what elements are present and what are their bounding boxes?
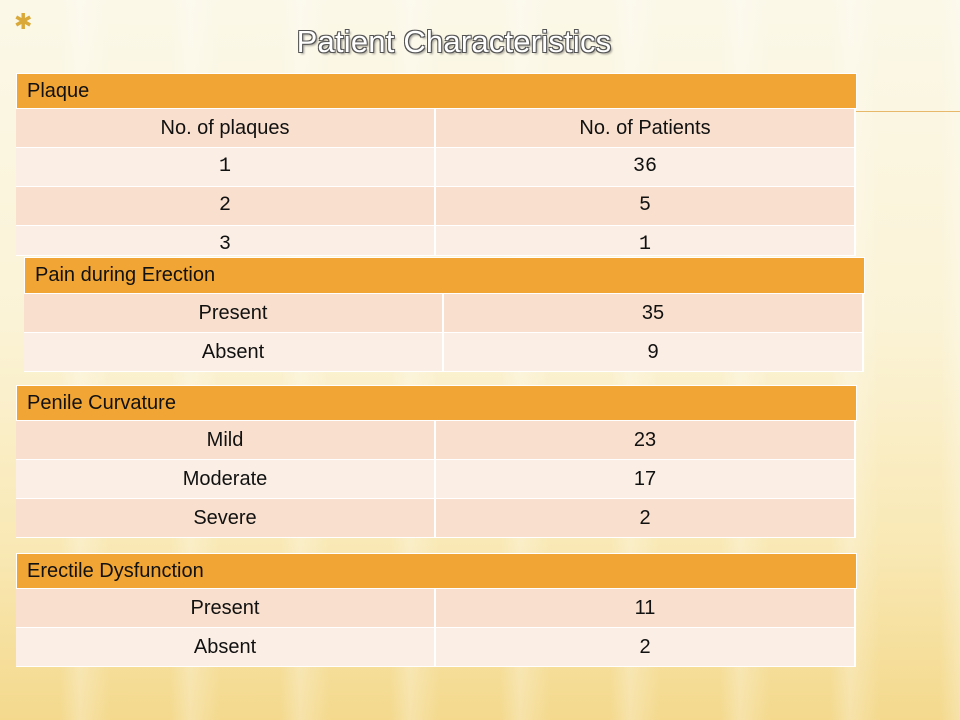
table-row: No. of plaques No. of Patients: [16, 109, 857, 148]
table-cell: 36: [436, 148, 856, 187]
table-row: 3 1: [16, 226, 857, 256]
table-cell: 2: [436, 499, 856, 538]
table-cell: Moderate: [16, 460, 436, 499]
curvature-header: Penile Curvature: [16, 385, 857, 421]
pain-header: Pain during Erection: [24, 257, 865, 294]
decorative-line: [855, 111, 960, 112]
table-cell: 1: [436, 226, 856, 256]
table-cell: 3: [16, 226, 436, 256]
col-header-patients: No. of Patients: [436, 109, 856, 148]
table-row: Moderate 17: [16, 460, 857, 499]
pain-table: Pain during Erection Present 35 Absent 9: [24, 257, 865, 372]
table-row: Present 35: [24, 294, 865, 333]
table-row: Present 11: [16, 589, 857, 628]
table-cell: 5: [436, 187, 856, 226]
ed-header: Erectile Dysfunction: [16, 553, 857, 589]
table-cell: Severe: [16, 499, 436, 538]
table-row: Absent 9: [24, 333, 865, 372]
table-cell: Mild: [16, 421, 436, 460]
plaque-table: Plaque No. of plaques No. of Patients 1 …: [16, 73, 857, 256]
table-cell: 9: [444, 333, 864, 372]
table-cell: Absent: [16, 628, 436, 667]
curvature-table: Penile Curvature Mild 23 Moderate 17 Sev…: [16, 385, 857, 538]
table-cell: Present: [16, 589, 436, 628]
table-cell: 1: [16, 148, 436, 187]
table-cell: 17: [436, 460, 856, 499]
table-row: Absent 2: [16, 628, 857, 667]
table-row: 1 36: [16, 148, 857, 187]
plaque-header: Plaque: [16, 73, 857, 109]
table-cell: 35: [444, 294, 864, 333]
erectile-dysfunction-table: Erectile Dysfunction Present 11 Absent 2: [16, 553, 857, 667]
slide-title: Patient Characteristics: [296, 24, 612, 59]
table-cell: 2: [436, 628, 856, 667]
table-cell: Absent: [24, 333, 444, 372]
col-header-plaques: No. of plaques: [16, 109, 436, 148]
table-row: Severe 2: [16, 499, 857, 538]
table-cell: 23: [436, 421, 856, 460]
slide-bullet-icon: ✱: [14, 10, 33, 35]
table-row: 2 5: [16, 187, 857, 226]
table-cell: Present: [24, 294, 444, 333]
table-cell: 2: [16, 187, 436, 226]
table-row: Mild 23: [16, 421, 857, 460]
table-cell: 11: [436, 589, 856, 628]
